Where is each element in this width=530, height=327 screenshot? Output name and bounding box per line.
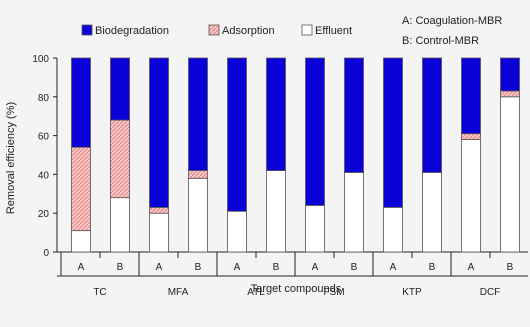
- legend-label-effluent: Effluent: [315, 25, 352, 37]
- subgroup-label-b: B: [507, 262, 514, 273]
- y-tick-label: 40: [38, 170, 50, 181]
- bar-effluent-fsm-a: [305, 205, 325, 253]
- bar-effluent-atl-a: [227, 210, 247, 253]
- group-label-fsm: FSM: [323, 287, 344, 298]
- bar-biodegradation-mfa-a: [149, 57, 169, 208]
- bar-effluent-fsm-b: [344, 172, 364, 253]
- annotation-line-a: A: Coagulation-MBR: [402, 15, 502, 27]
- y-tick-label: 80: [38, 93, 50, 104]
- bar-effluent-dcf-b: [500, 96, 520, 253]
- bar-effluent-dcf-a: [461, 139, 481, 253]
- bar-biodegradation-tc-b: [110, 57, 130, 121]
- y-tick-label: 100: [32, 54, 49, 65]
- bar-effluent-ktp-b: [422, 172, 442, 253]
- y-tick-label: 60: [38, 132, 50, 143]
- legend-label-adsorption: Adsorption: [222, 25, 275, 37]
- y-tick-label: 0: [43, 248, 49, 259]
- bar-adsorption-tc-b: [110, 119, 130, 199]
- subgroup-label-a: A: [468, 262, 475, 273]
- bar-biodegradation-atl-b: [266, 57, 286, 171]
- x-axis-label: Target compounds: [251, 283, 342, 295]
- bar-biodegradation-tc-a: [71, 57, 91, 148]
- subgroup-label-b: B: [195, 262, 202, 273]
- group-label-dcf: DCF: [480, 287, 501, 298]
- subgroup-label-a: A: [234, 262, 241, 273]
- bar-biodegradation-dcf-b: [500, 57, 520, 92]
- legend-label-biodegradation: Biodegradation: [95, 25, 169, 37]
- bar-biodegradation-fsm-a: [305, 57, 325, 206]
- subgroup-label-b: B: [117, 262, 124, 273]
- legend: Biodegradation Adsorption Effluent: [81, 24, 352, 37]
- group-label-atl: ATL: [247, 287, 265, 298]
- bar-biodegradation-dcf-a: [461, 57, 481, 135]
- y-axis-label: Removal efficiency (%): [5, 102, 17, 214]
- bar-adsorption-dcf-a: [461, 133, 481, 140]
- subgroup-label-b: B: [429, 262, 436, 273]
- bar-effluent-mfa-b: [188, 177, 208, 253]
- legend-swatch-effluent: [301, 24, 313, 36]
- bar-adsorption-mfa-b: [188, 170, 208, 179]
- bar-effluent-atl-b: [266, 170, 286, 253]
- group-label-tc: TC: [93, 287, 106, 298]
- legend-swatch-biodegradation: [81, 24, 93, 36]
- subgroup-label-b: B: [273, 262, 280, 273]
- annotation-line-b: B: Control-MBR: [402, 35, 479, 47]
- subgroup-label-b: B: [351, 262, 358, 273]
- y-tick-label: 20: [38, 209, 50, 220]
- bar-biodegradation-ktp-b: [422, 57, 442, 173]
- bar-effluent-mfa-a: [149, 212, 169, 253]
- subgroup-label-a: A: [390, 262, 397, 273]
- bar-biodegradation-ktp-a: [383, 57, 403, 208]
- bar-effluent-tc-b: [110, 197, 130, 253]
- group-label-mfa: MFA: [168, 287, 189, 298]
- bar-adsorption-mfa-a: [149, 206, 169, 214]
- bar-effluent-ktp-a: [383, 206, 403, 253]
- bar-biodegradation-atl-a: [227, 57, 247, 212]
- group-label-ktp: KTP: [402, 287, 422, 298]
- subgroup-label-a: A: [156, 262, 163, 273]
- bar-biodegradation-mfa-b: [188, 57, 208, 171]
- legend-swatch-adsorption: [208, 24, 220, 36]
- subgroup-label-a: A: [78, 262, 85, 273]
- bar-biodegradation-fsm-b: [344, 57, 364, 173]
- subgroup-label-a: A: [312, 262, 319, 273]
- bar-adsorption-dcf-b: [500, 90, 520, 98]
- bar-effluent-tc-a: [71, 230, 91, 253]
- bar-adsorption-tc-a: [71, 146, 91, 232]
